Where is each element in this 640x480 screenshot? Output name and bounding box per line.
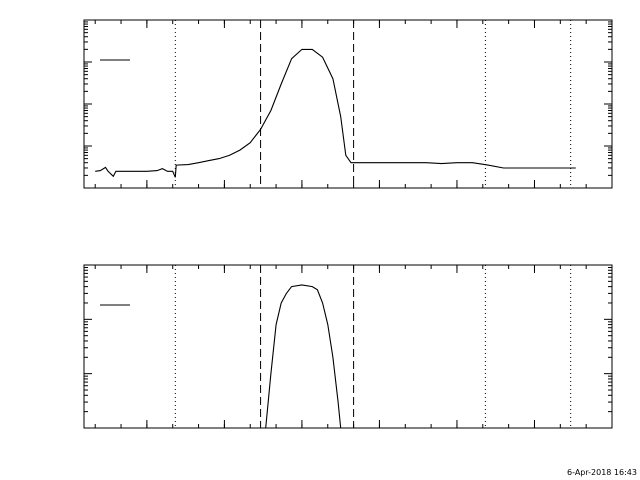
panel2-series-line <box>265 284 342 429</box>
panel1-series-line <box>95 48 576 178</box>
panel2-frame <box>83 264 613 429</box>
stamp: 6-Apr-2018 16:43 <box>567 468 637 477</box>
panel1-frame <box>83 19 613 189</box>
